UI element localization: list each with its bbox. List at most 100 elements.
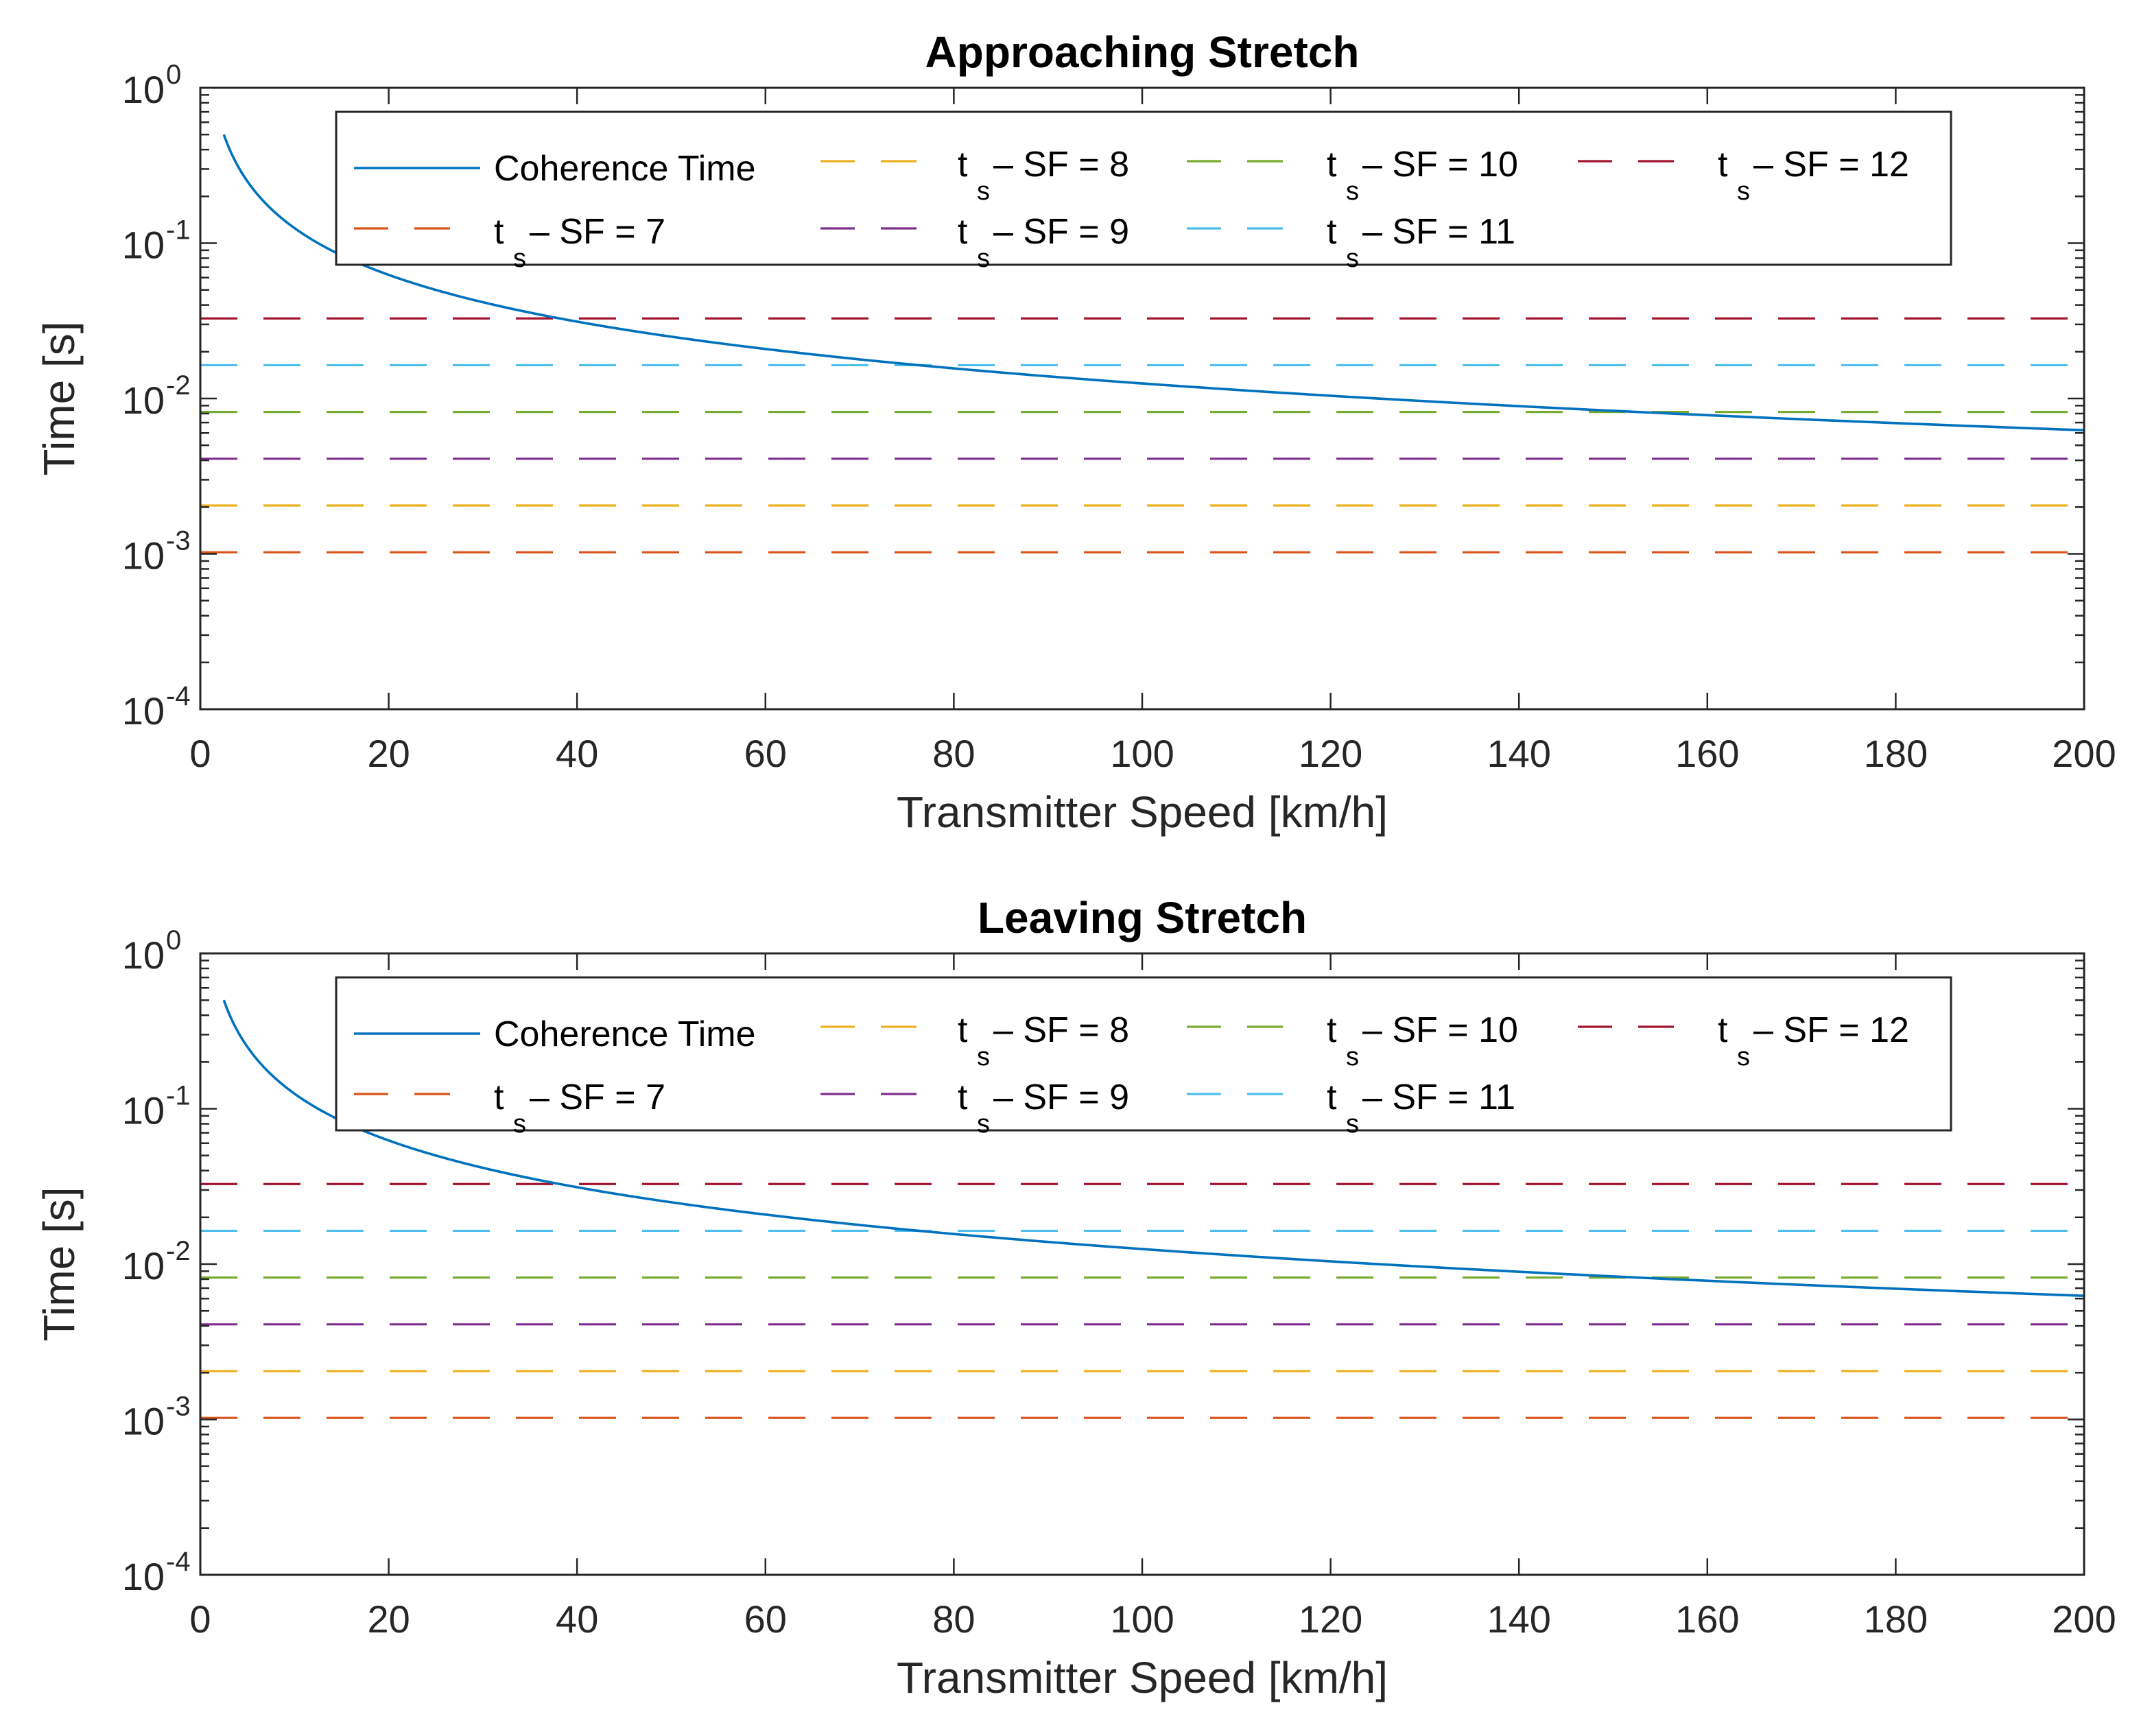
legend-label-t: t xyxy=(958,1078,968,1117)
x-tick-label: 120 xyxy=(1299,732,1362,775)
y-tick-exponent: -3 xyxy=(166,526,191,556)
legend-entry: ts – SF = 10 xyxy=(1187,145,1518,206)
legend-label-t: t xyxy=(958,212,968,252)
chart-title: Approaching Stretch xyxy=(925,27,1360,77)
legend-label-t: t xyxy=(1718,1010,1728,1050)
legend-entry: Coherence Time xyxy=(354,1014,756,1054)
legend-label-rest: – SF = 11 xyxy=(1362,1078,1515,1117)
legend-label-sub: s xyxy=(1346,1043,1359,1071)
legend-label-rest: – SF = 9 xyxy=(993,212,1129,252)
y-tick-label: 10 xyxy=(122,1400,165,1443)
legend-label-sub: s xyxy=(977,244,990,273)
y-tick-exponent: 0 xyxy=(166,925,181,955)
legend-label-sub: s xyxy=(1737,177,1750,206)
legend-entry: ts – SF = 12 xyxy=(1578,145,1909,206)
legend-label-sub: s xyxy=(1346,244,1359,273)
y-tick-exponent: -2 xyxy=(166,1236,191,1266)
coherence-time-line xyxy=(222,134,2084,432)
legend-label-t: t xyxy=(1327,1078,1337,1117)
legend-label-rest: – SF = 12 xyxy=(1753,1010,1909,1050)
y-tick-label: 10 xyxy=(122,224,165,267)
y-tick-label: 10 xyxy=(122,534,165,578)
y-tick-exponent: -1 xyxy=(166,215,191,246)
legend-label-rest: – SF = 8 xyxy=(993,1010,1129,1050)
legend-entry: ts – SF = 10 xyxy=(1187,1010,1518,1071)
y-tick-label: 10 xyxy=(122,379,165,422)
x-tick-label: 0 xyxy=(189,1597,211,1641)
legend-label: Coherence Time xyxy=(494,1014,756,1054)
legend-label-rest: – SF = 10 xyxy=(1362,1010,1518,1050)
y-tick-exponent: -4 xyxy=(166,1547,191,1577)
x-tick-label: 40 xyxy=(556,1597,598,1641)
plot-area xyxy=(200,999,2084,1419)
x-tick-label: 160 xyxy=(1675,732,1739,775)
x-tick-label: 180 xyxy=(1864,732,1928,775)
x-tick-label: 80 xyxy=(932,732,975,775)
legend-label-sub: s xyxy=(1737,1043,1750,1071)
legend-label-rest: – SF = 11 xyxy=(1362,212,1515,252)
x-tick-label: 200 xyxy=(2052,1597,2116,1641)
chart-title: Leaving Stretch xyxy=(978,893,1307,942)
x-tick-label: 80 xyxy=(932,1597,975,1641)
x-tick-label: 180 xyxy=(1864,1597,1928,1641)
x-tick-label: 40 xyxy=(556,732,598,775)
legend-box xyxy=(335,110,1952,266)
legend-label-t: t xyxy=(958,1010,968,1050)
legend-label-t: t xyxy=(494,212,504,252)
y-tick-label: 10 xyxy=(122,689,165,733)
x-tick-label: 200 xyxy=(2052,732,2116,775)
legend-label-sub: s xyxy=(977,1110,990,1139)
legend-label-t: t xyxy=(1327,1010,1337,1050)
legend-entry: ts – SF = 11 xyxy=(1187,212,1515,273)
y-tick-exponent: -4 xyxy=(166,681,191,711)
legend-entry: ts – SF = 7 xyxy=(354,1078,665,1139)
legend-label-sub: s xyxy=(513,244,526,273)
legend-label-sub: s xyxy=(1346,177,1359,206)
legend-entry: ts – SF = 9 xyxy=(820,212,1129,273)
y-tick-label: 10 xyxy=(122,1089,165,1132)
legend-entry: ts – SF = 11 xyxy=(1187,1078,1515,1139)
legend-label-rest: – SF = 12 xyxy=(1753,145,1909,185)
coherence-time-line xyxy=(222,999,2084,1298)
y-tick-label: 10 xyxy=(122,934,165,977)
x-tick-label: 100 xyxy=(1110,732,1174,775)
x-tick-label: 20 xyxy=(367,1597,410,1641)
legend-label-rest: – SF = 8 xyxy=(993,145,1129,185)
y-tick-exponent: -3 xyxy=(166,1392,191,1422)
x-tick-label: 160 xyxy=(1675,1597,1739,1641)
legend-entry: ts – SF = 12 xyxy=(1578,1010,1909,1071)
y-tick-exponent: 0 xyxy=(166,60,181,90)
legend-label-rest: – SF = 7 xyxy=(530,212,665,252)
legend-label-sub: s xyxy=(513,1110,526,1139)
legend-label-t: t xyxy=(1718,145,1728,185)
x-tick-label: 0 xyxy=(189,732,211,775)
y-tick-exponent: -1 xyxy=(166,1081,191,1111)
x-tick-label: 100 xyxy=(1110,1597,1174,1641)
plot-area xyxy=(200,134,2084,554)
legend-entry: ts – SF = 8 xyxy=(820,145,1129,206)
legend-entry: ts – SF = 9 xyxy=(820,1078,1129,1139)
legend-label-rest: – SF = 10 xyxy=(1362,145,1518,185)
y-tick-label: 10 xyxy=(122,1244,165,1287)
legend-label: Coherence Time xyxy=(494,149,756,189)
legend-entry: ts – SF = 8 xyxy=(820,1010,1129,1071)
x-axis-title: Transmitter Speed [km/h] xyxy=(897,787,1388,837)
legend-label-rest: – SF = 9 xyxy=(993,1078,1129,1117)
y-tick-label: 10 xyxy=(122,1555,165,1598)
legend-label-t: t xyxy=(494,1078,504,1117)
y-tick-exponent: -2 xyxy=(166,370,191,401)
x-tick-label: 60 xyxy=(744,732,787,775)
y-axis-title: Time [s] xyxy=(34,321,84,475)
x-tick-label: 120 xyxy=(1299,1597,1362,1641)
legend-label-sub: s xyxy=(977,177,990,206)
legend-label-t: t xyxy=(1327,145,1337,185)
legend-label-rest: – SF = 7 xyxy=(530,1078,665,1117)
legend-label-t: t xyxy=(958,145,968,185)
x-axis-title: Transmitter Speed [km/h] xyxy=(897,1653,1388,1702)
x-tick-label: 60 xyxy=(744,1597,787,1641)
x-tick-label: 140 xyxy=(1487,732,1550,775)
y-axis-title: Time [s] xyxy=(34,1187,84,1341)
